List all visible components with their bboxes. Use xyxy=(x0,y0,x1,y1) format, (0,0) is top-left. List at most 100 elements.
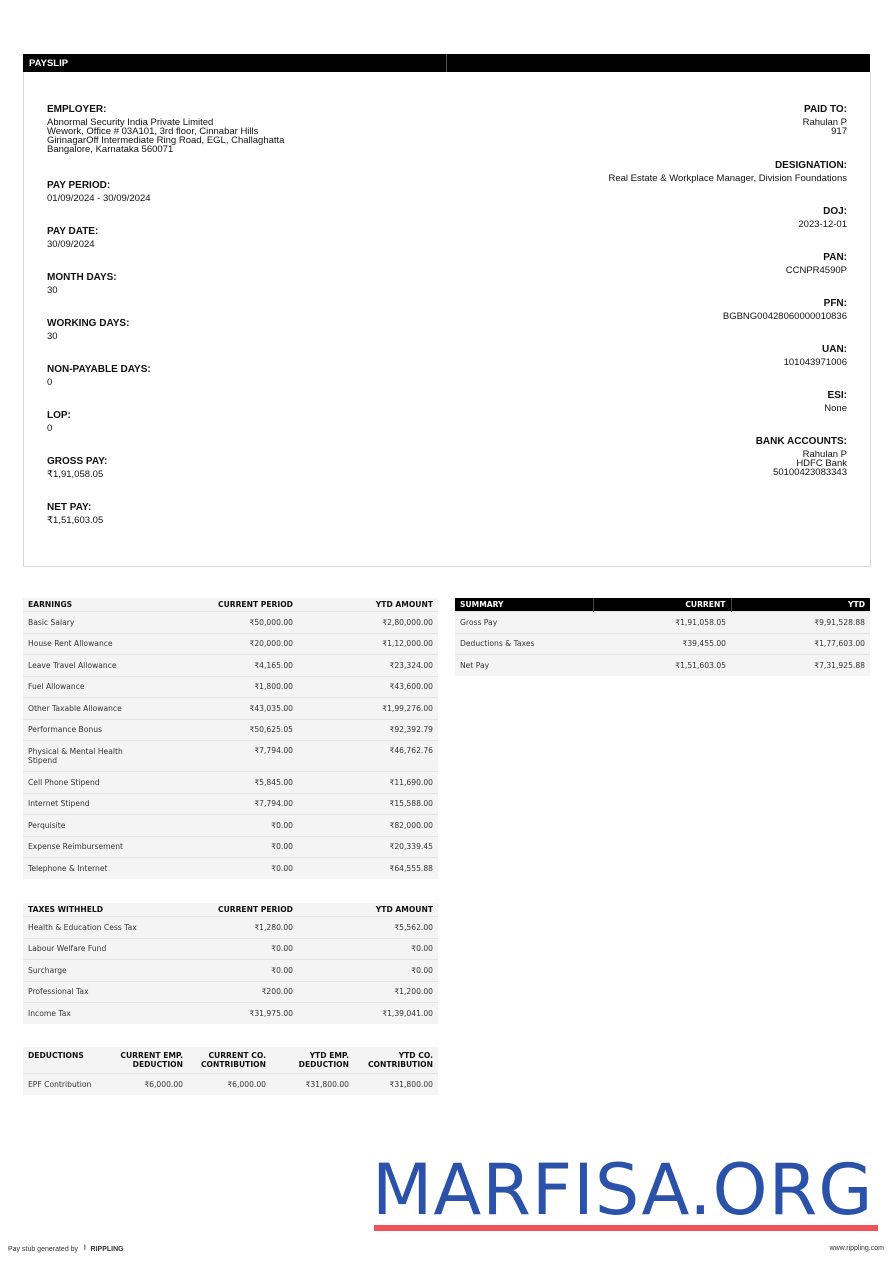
field-value: Abnormal Security India Private Limited … xyxy=(47,117,285,155)
item-label: Physical & Mental Health Stipend xyxy=(23,740,203,772)
amount-cell: ₹39,455.00 xyxy=(593,632,731,655)
payslip-header-bar: PAYSLIP xyxy=(23,54,870,72)
field-value: 101043971006 xyxy=(783,357,847,368)
info-field: WORKING DAYS: 30 xyxy=(47,319,129,342)
item-label: Other Taxable Allowance xyxy=(23,697,203,719)
amount-cell: ₹5,845.00 xyxy=(203,771,298,793)
item-label: House Rent Allowance xyxy=(23,632,203,655)
item-label: Income Tax xyxy=(23,1002,203,1024)
table-row: Perquisite ₹0.00 ₹82,000.00 xyxy=(23,814,438,836)
amount-cell: ₹0.00 xyxy=(203,857,298,879)
header-divider xyxy=(446,54,447,72)
field-value: 30/09/2024 xyxy=(47,239,95,250)
table-row: Basic Salary ₹50,000.00 ₹2,80,000.00 xyxy=(23,611,438,633)
watermark-underline xyxy=(374,1225,878,1231)
amount-cell: ₹1,200.00 xyxy=(298,980,438,1003)
column-header: DEDUCTIONS xyxy=(23,1047,105,1074)
header-row: DEDUCTIONS CURRENT EMP. DEDUCTION CURRENT … xyxy=(23,1047,438,1074)
amount-cell: ₹43,600.00 xyxy=(298,675,438,698)
info-field: PFN: BGBNG00428060000010836 xyxy=(722,299,847,322)
item-label: Internet Stipend xyxy=(23,792,203,815)
amount-cell: ₹0.00 xyxy=(203,835,298,858)
earnings-table: EARNINGS CURRENT PERIOD YTD AMOUNT Basic Sa… xyxy=(23,598,438,879)
table-row: House Rent Allowance ₹20,000.00 ₹1,12,000.… xyxy=(23,632,438,655)
info-field: PAID TO: Rahulan P 917 xyxy=(803,104,847,137)
column-header: CURRENT PERIOD xyxy=(203,903,298,917)
item-label: Leave Travel Allowance xyxy=(23,654,203,676)
table-row: Leave Travel Allowance ₹4,165.00 ₹23,324.0… xyxy=(23,654,438,676)
amount-cell: ₹200.00 xyxy=(203,980,298,1003)
column-header: CURRENT PERIOD xyxy=(203,598,298,612)
table-row: Fuel Allowance ₹1,800.00 ₹43,600.00 xyxy=(23,675,438,698)
summary-table: SUMMARY CURRENT YTD Gross Pay ₹1,91,058.05 ₹9… xyxy=(455,598,870,676)
field-value: CCNPR4590P xyxy=(785,265,847,276)
field-label: ESI: xyxy=(827,390,847,401)
amount-cell: ₹0.00 xyxy=(298,959,438,981)
header-row: TAXES WITHHELD CURRENT PERIOD YTD AMOUNT xyxy=(23,903,438,917)
item-label: Surcharge xyxy=(23,959,203,981)
item-label: Perquisite xyxy=(23,814,203,836)
watermark-logo: MARFISA.ORG xyxy=(372,1149,874,1231)
item-label: Labour Welfare Fund xyxy=(23,937,203,960)
field-label: GROSS PAY: xyxy=(47,456,108,467)
table-row: Health & Education Cess Tax ₹1,280.00 ₹5,5… xyxy=(23,916,438,938)
table-row: Telephone & Internet ₹0.00 ₹64,555.88 xyxy=(23,857,438,879)
field-value: BGBNG00428060000010836 xyxy=(722,311,847,322)
table-row: Expense Reimbursement ₹0.00 ₹20,339.45 xyxy=(23,835,438,858)
amount-cell: ₹1,280.00 xyxy=(203,916,298,938)
rippling-brand: RIPPLING xyxy=(90,1245,124,1253)
amount-cell: ₹0.00 xyxy=(203,814,298,836)
field-value: 30 xyxy=(47,285,58,296)
amount-cell: ₹4,165.00 xyxy=(203,654,298,676)
field-value: None xyxy=(824,403,847,414)
table-row: Deductions & Taxes ₹39,455.00 ₹1,77,603.00 xyxy=(455,632,870,655)
employee-info-panel: EMPLOYER: Abnormal Security India Private… xyxy=(23,72,871,567)
item-label: EPF Contribution xyxy=(23,1073,105,1095)
info-field: UAN: 101043971006 xyxy=(783,345,847,368)
amount-cell: ₹15,588.00 xyxy=(298,792,438,815)
amount-cell: ₹50,000.00 xyxy=(203,611,298,633)
field-label: PAY PERIOD: xyxy=(47,180,111,191)
amount-cell: ₹0.00 xyxy=(203,937,298,960)
column-header: YTD xyxy=(730,598,870,612)
field-value: Rahulan P HDFC Bank 50100423083343 xyxy=(773,449,847,478)
item-label: Cell Phone Stipend xyxy=(23,771,203,793)
table-row: Physical & Mental Health Stipend ₹7,794.0… xyxy=(23,740,438,772)
amount-cell: ₹1,800.00 xyxy=(203,675,298,698)
field-label: PAID TO: xyxy=(804,104,847,115)
column-header: EARNINGS xyxy=(23,598,203,612)
amount-cell: ₹31,800.00 xyxy=(354,1073,438,1095)
column-header: CURRENT EMP. DEDUCTION xyxy=(105,1047,188,1074)
item-label: Professional Tax xyxy=(23,980,203,1003)
amount-cell: ₹20,000.00 xyxy=(203,632,298,655)
footer-generated: Pay stub generated by ⦚ RIPPLING xyxy=(8,1245,124,1253)
item-label: Net Pay xyxy=(455,654,593,676)
table-row: Net Pay ₹1,51,603.05 ₹7,31,925.88 xyxy=(455,654,870,676)
info-field: DOJ: 2023-12-01 xyxy=(798,207,847,230)
info-field: NET PAY: ₹1,51,603.05 xyxy=(47,503,103,526)
amount-cell: ₹7,794.00 xyxy=(203,740,298,772)
info-field: ESI: None xyxy=(824,390,847,414)
amount-cell: ₹31,800.00 xyxy=(271,1073,354,1095)
column-header: YTD AMOUNT xyxy=(298,903,438,917)
item-label: Fuel Allowance xyxy=(23,675,203,698)
amount-cell: ₹0.00 xyxy=(203,959,298,981)
table-row: Other Taxable Allowance ₹43,035.00 ₹1,99,2… xyxy=(23,697,438,719)
column-header: CURRENT xyxy=(592,598,731,612)
info-field: BANK ACCOUNTS: Rahulan P HDFC Bank 501004… xyxy=(756,437,847,478)
header-row: SUMMARY CURRENT YTD xyxy=(455,598,870,612)
column-header: YTD CO. CONTRIBUTION xyxy=(354,1047,438,1074)
field-value: 01/09/2024 - 30/09/2024 xyxy=(47,193,151,204)
amount-cell: ₹6,000.00 xyxy=(188,1073,271,1095)
footer-url[interactable]: www.rippling.com xyxy=(829,1245,884,1252)
info-field: PAN: CCNPR4590P xyxy=(785,252,847,276)
field-label: PAN: xyxy=(823,252,847,263)
amount-cell: ₹1,91,058.05 xyxy=(593,611,731,633)
field-label: NON-PAYABLE DAYS: xyxy=(47,364,151,375)
amount-cell: ₹64,555.88 xyxy=(298,857,438,879)
amount-cell: ₹92,392.79 xyxy=(298,718,438,741)
info-field: NON-PAYABLE DAYS: 0 xyxy=(47,364,151,388)
field-value: 30 xyxy=(47,331,58,342)
info-field: MONTH DAYS: 30 xyxy=(47,273,117,296)
amount-cell: ₹6,000.00 xyxy=(105,1073,188,1095)
